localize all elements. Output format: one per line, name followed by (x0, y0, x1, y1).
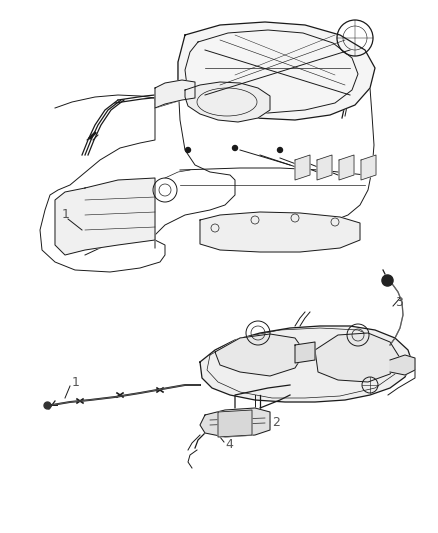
Text: 1: 1 (62, 208, 70, 222)
Text: 1: 1 (72, 376, 80, 389)
Polygon shape (295, 155, 310, 180)
Text: 3: 3 (395, 295, 403, 309)
Polygon shape (178, 22, 375, 120)
Polygon shape (55, 178, 155, 255)
Polygon shape (295, 342, 315, 363)
Polygon shape (361, 155, 376, 180)
Polygon shape (390, 355, 415, 375)
Text: 2: 2 (272, 416, 280, 429)
Polygon shape (218, 410, 252, 437)
Polygon shape (317, 155, 332, 180)
Circle shape (186, 148, 191, 152)
Polygon shape (339, 155, 354, 180)
Circle shape (278, 148, 283, 152)
Polygon shape (200, 326, 412, 402)
Text: 4: 4 (225, 439, 233, 451)
Polygon shape (185, 82, 270, 122)
Circle shape (233, 146, 237, 150)
Polygon shape (215, 334, 305, 376)
Polygon shape (200, 212, 360, 252)
Polygon shape (155, 80, 195, 108)
Polygon shape (315, 333, 400, 382)
Polygon shape (200, 408, 270, 437)
